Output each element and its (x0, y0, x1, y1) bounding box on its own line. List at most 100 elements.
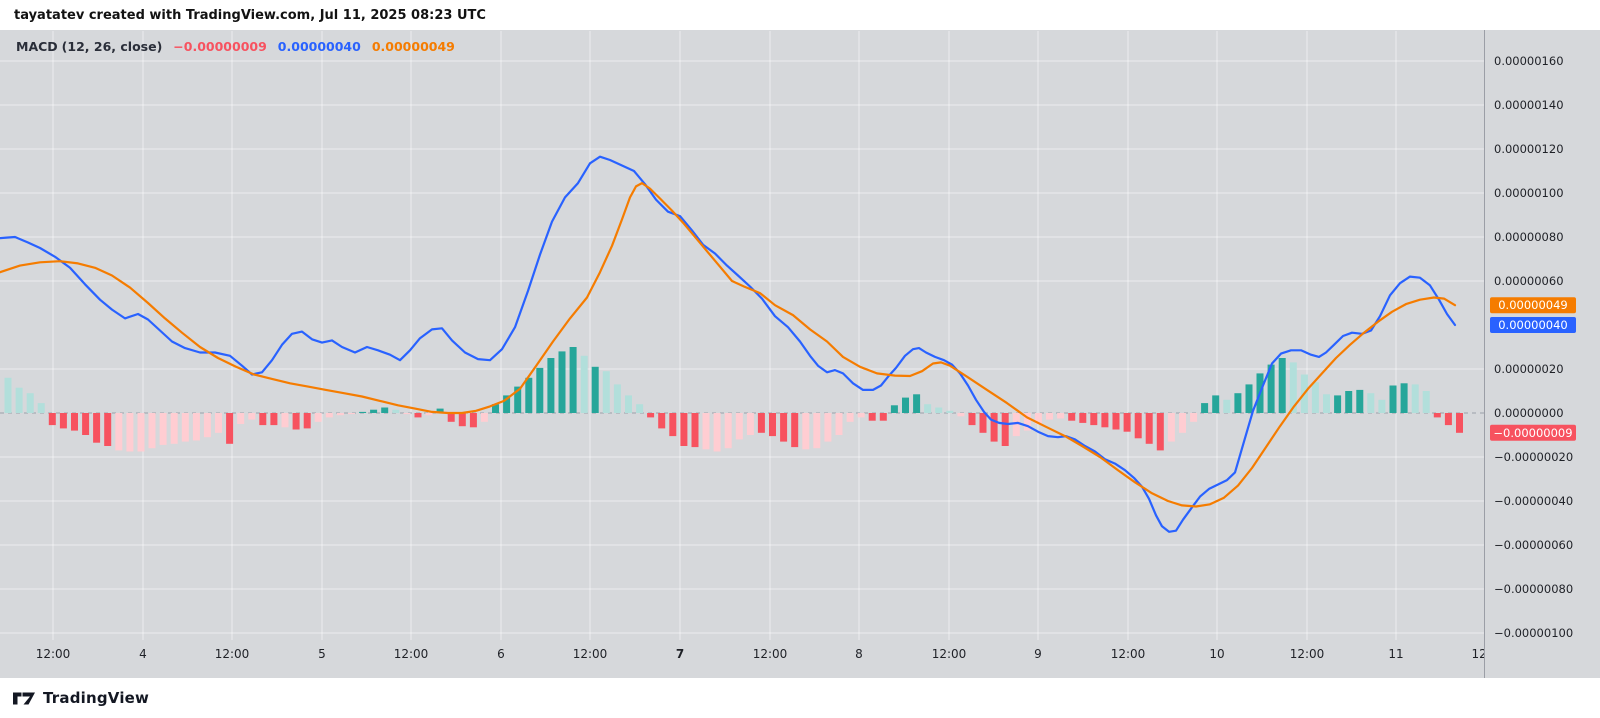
histogram-bar (1234, 393, 1242, 413)
price-label: 0.00000020 (1494, 362, 1564, 376)
histogram-bar (1367, 393, 1375, 413)
histogram-bar (669, 413, 677, 437)
histogram-bar (248, 413, 256, 420)
histogram-bar (613, 384, 621, 413)
histogram-bar (757, 413, 765, 433)
histogram-bar (1023, 413, 1031, 431)
svg-text:0.00000040: 0.00000040 (1498, 318, 1568, 332)
brand-name[interactable]: TradingView (43, 689, 150, 707)
histogram-bar (1167, 413, 1175, 442)
histogram-bar (913, 394, 921, 413)
signal-current-value: 0.00000049 (371, 39, 455, 54)
histogram-bar (348, 413, 355, 415)
histogram-bar (392, 409, 400, 413)
histogram-bar (979, 413, 987, 433)
chart-area: 0.00000160 0.00000140 0.00000120 0.00000100… (0, 30, 1600, 678)
histogram-bar (425, 413, 433, 416)
macd-value-badge: 0.00000040 (1490, 317, 1576, 333)
histogram-bar (713, 413, 721, 452)
plot-area[interactable] (0, 31, 1485, 646)
histogram-bar (1389, 385, 1397, 413)
histogram-bar (724, 413, 732, 449)
histogram-bar (403, 413, 411, 415)
histogram-bar (148, 413, 156, 449)
histogram-bar (1068, 413, 1076, 421)
histogram-bar (115, 413, 123, 451)
histogram-bar (1411, 384, 1419, 413)
histogram-bar (237, 413, 245, 424)
histogram-bar (37, 403, 45, 413)
time-label: 12:0 (1472, 647, 1499, 661)
histogram-bar (879, 413, 887, 421)
histogram-bar (1356, 389, 1364, 413)
signal-value-badge: 0.00000049 (1490, 297, 1576, 314)
time-scale[interactable]: 12:00 4 12:00 5 12:00 6 12:00 7 12:00 8 12:00 9 12:0… (36, 647, 1499, 661)
price-label: −0.00000060 (1494, 538, 1573, 552)
histogram-bar (746, 413, 754, 435)
indicator-params: (12, 26, close) (61, 39, 163, 54)
histogram-bar (1422, 391, 1430, 413)
histogram-bar (4, 377, 12, 413)
histogram-bar (159, 413, 167, 445)
histogram-bar (935, 407, 943, 413)
histogram-bar (1201, 403, 1209, 413)
histogram-bar (436, 408, 444, 413)
time-label: 12:00 (753, 647, 788, 661)
histogram-bar (203, 413, 211, 438)
histogram-bar (1323, 394, 1330, 413)
histogram-bar (1223, 399, 1231, 413)
histogram-bar (791, 413, 799, 448)
histogram-bar (259, 413, 267, 426)
histogram-bar (126, 413, 134, 452)
histogram-bar (1145, 413, 1153, 444)
time-label: 4 (139, 647, 147, 661)
histogram-bar (1212, 395, 1220, 413)
time-label: 12:00 (394, 647, 429, 661)
histogram-bar (104, 413, 112, 446)
histogram-bar (525, 377, 533, 413)
time-label: 12:00 (215, 647, 250, 661)
histogram-bar (48, 413, 56, 426)
price-label: −0.00000020 (1494, 450, 1573, 464)
histogram-bar (802, 413, 810, 450)
histogram-bar (647, 413, 655, 418)
histogram-bar (314, 413, 322, 422)
histogram-bar (1123, 413, 1131, 432)
price-label: −0.00000100 (1494, 626, 1573, 640)
histogram-bar (1012, 413, 1020, 437)
histogram-bar (857, 413, 865, 418)
histogram-bar (1057, 413, 1065, 419)
histogram-bar (503, 395, 511, 413)
time-label: 10 (1209, 647, 1224, 661)
histogram-bar (1433, 413, 1441, 418)
histogram-bar (868, 413, 876, 421)
histogram-bar (514, 386, 522, 413)
histogram-bar (170, 413, 178, 444)
histogram-bar (1456, 413, 1463, 433)
indicator-legend[interactable]: MACD (12, 26, close) −0.00000009 0.00000… (16, 39, 455, 54)
histogram-bar (558, 351, 566, 413)
histogram-bar (735, 413, 743, 440)
histogram-bar (1245, 384, 1253, 413)
histogram-bar (447, 413, 455, 422)
histogram-bar (636, 404, 644, 413)
histogram-bar (1046, 413, 1053, 420)
attribution-bar: tayatatev created with TradingView.com, … (0, 0, 1600, 30)
histogram-bar (469, 413, 477, 428)
histogram-bar (702, 413, 710, 450)
price-label: 0.00000160 (1494, 54, 1564, 68)
chart-canvas[interactable]: 0.00000160 0.00000140 0.00000120 0.00000100… (0, 30, 1600, 678)
histogram-bar (458, 413, 466, 427)
histogram-bar (1278, 358, 1286, 413)
histogram-current-value: −0.00000009 (173, 39, 267, 54)
histogram-bar (281, 413, 289, 428)
histogram-bar (59, 413, 67, 429)
histogram-bar (1101, 413, 1109, 428)
price-scale[interactable]: 0.00000160 0.00000140 0.00000120 0.00000100… (1484, 30, 1577, 678)
histogram-bar (226, 413, 234, 444)
histogram-bar (1190, 413, 1198, 422)
histogram-bar (381, 407, 389, 413)
histogram-bar (359, 411, 367, 413)
histogram-bar (370, 409, 378, 413)
